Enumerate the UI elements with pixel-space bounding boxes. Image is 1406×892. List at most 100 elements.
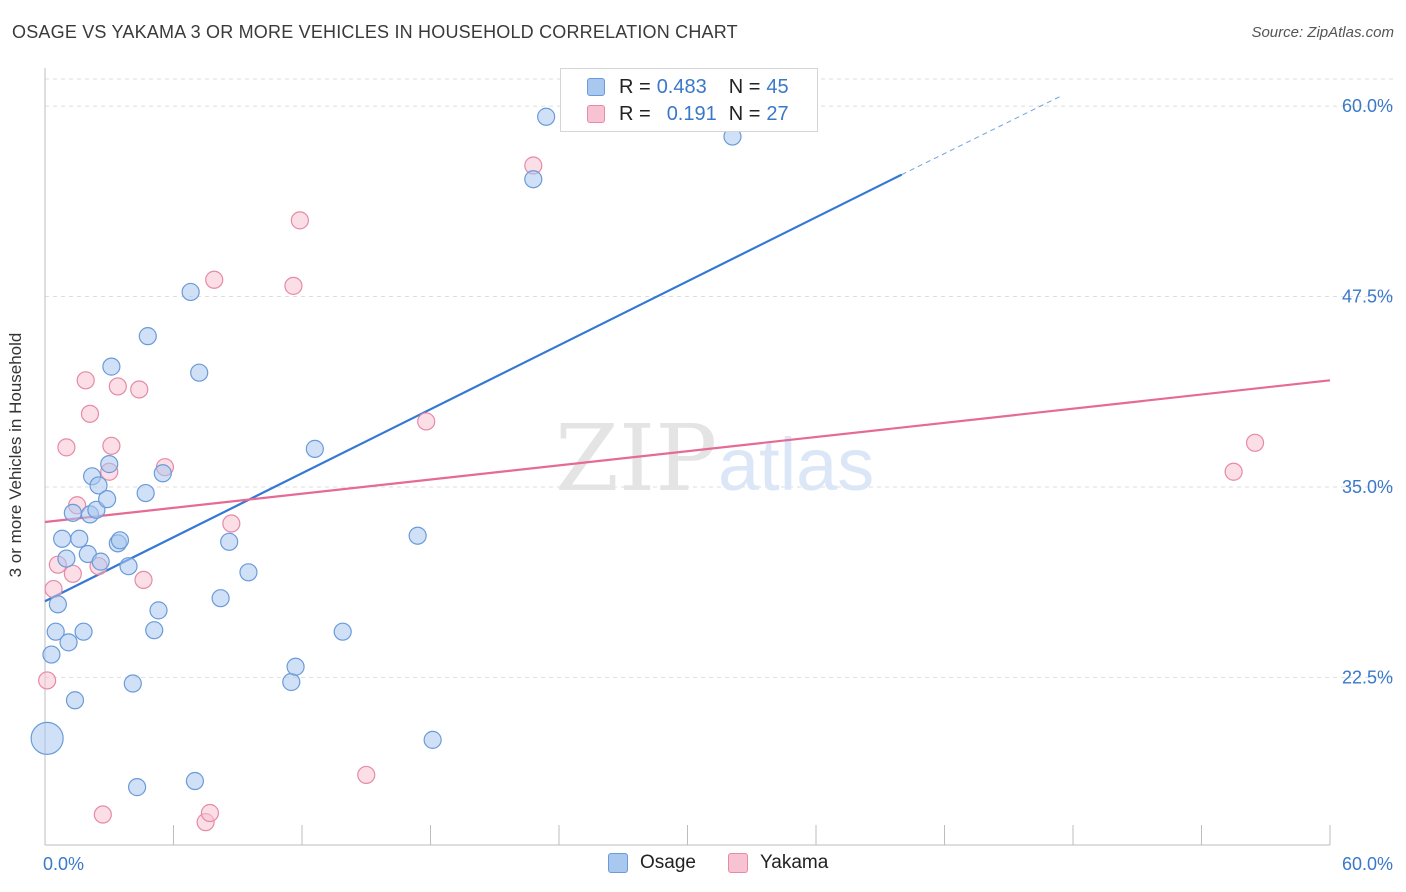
- trendlines: [44, 94, 1331, 603]
- osage-point: [89, 476, 108, 495]
- source-label: Source: ZipAtlas.com: [1251, 24, 1394, 41]
- osage-point: [282, 672, 301, 692]
- yakama-point: [76, 371, 95, 390]
- osage-point: [123, 674, 142, 693]
- osage-point: [181, 282, 200, 302]
- legend-item-osage[interactable]: Osage: [608, 852, 696, 874]
- watermark: ZIP atlas: [555, 405, 874, 512]
- n-value-yakama: 27: [766, 102, 789, 125]
- watermark-atlas: atlas: [718, 423, 874, 506]
- x-tick-label-min: 0.0%: [43, 854, 84, 874]
- yakama-point: [1245, 433, 1265, 452]
- osage-point: [239, 563, 258, 582]
- yakama-point: [57, 438, 76, 457]
- osage-point: [30, 721, 64, 755]
- legend-row-osage: R = 0.483 N = 45: [587, 75, 789, 99]
- legend-row-yakama: R = 0.191 N = 27: [587, 102, 789, 126]
- x-tick-label-max: 60.0%: [1342, 854, 1393, 874]
- yakama-point: [80, 404, 100, 423]
- y-tick-label: 47.5%: [1342, 287, 1393, 307]
- osage-point: [138, 327, 157, 346]
- r-value-yakama: 0.191: [666, 102, 717, 125]
- osage-point: [185, 771, 205, 791]
- osage-point: [211, 589, 230, 608]
- osage-point: [98, 490, 117, 509]
- yakama-swatch: [587, 105, 605, 123]
- yakama-point: [44, 579, 63, 599]
- legend-label-yakama: Yakama: [760, 852, 829, 873]
- osage-point: [220, 532, 239, 551]
- axes: [44, 68, 1331, 846]
- osage-swatch: [608, 853, 628, 873]
- osage-points: [30, 107, 742, 797]
- osage-point: [74, 622, 93, 641]
- osage-point: [286, 657, 305, 676]
- legend-label-osage: Osage: [640, 852, 696, 873]
- osage-point: [70, 529, 89, 548]
- osage-point: [48, 595, 67, 614]
- trendline-osage: [44, 173, 903, 603]
- osage-point: [42, 645, 61, 664]
- yakama-point: [93, 805, 112, 824]
- trendline-yakama: [44, 379, 1331, 524]
- yakama-point: [1224, 462, 1243, 481]
- yakama-point: [38, 671, 57, 690]
- yakama-point: [134, 570, 153, 590]
- series-legend: Osage Yakama: [0, 852, 1406, 878]
- osage-point: [63, 503, 82, 522]
- yakama-point: [200, 803, 220, 823]
- yakama-point: [102, 436, 121, 455]
- osage-point: [91, 552, 110, 571]
- r-value-osage: 0.483: [656, 75, 707, 98]
- osage-point: [127, 778, 147, 797]
- osage-swatch: [587, 78, 605, 96]
- y-tick-label: 35.0%: [1342, 477, 1393, 497]
- correlation-legend: R = 0.483 N = 45 R = 0.191 N = 27: [560, 68, 818, 132]
- osage-point: [333, 622, 352, 641]
- osage-point: [100, 455, 119, 474]
- yakama-point: [357, 765, 376, 785]
- tick-labels: 22.5% 35.0% 47.5% 60.0% 0.0% 60.0%: [43, 96, 1393, 874]
- trendline-extension-osage: [901, 94, 1063, 176]
- osage-point: [46, 622, 65, 641]
- yakama-point: [205, 270, 224, 289]
- n-label: N =: [728, 102, 761, 125]
- osage-point: [110, 531, 130, 550]
- osage-point: [153, 464, 172, 483]
- watermark-zip: ZIP: [555, 405, 717, 512]
- yakama-point: [108, 377, 127, 396]
- yakama-point: [222, 514, 241, 533]
- osage-point: [537, 107, 556, 126]
- yakama-point: [417, 412, 436, 431]
- osage-point: [59, 633, 78, 652]
- r-label: R =: [619, 102, 651, 125]
- osage-point: [65, 691, 85, 710]
- gridlines: [45, 78, 1395, 678]
- osage-point: [149, 601, 168, 620]
- chart-title: OSAGE VS YAKAMA 3 OR MORE VEHICLES IN HO…: [12, 22, 738, 42]
- osage-point: [119, 557, 138, 576]
- osage-point: [305, 439, 324, 458]
- legend-item-yakama[interactable]: Yakama: [728, 852, 828, 874]
- osage-point: [87, 500, 106, 519]
- osage-point: [102, 357, 121, 376]
- osage-point: [136, 483, 155, 503]
- yakama-point: [130, 380, 149, 399]
- osage-point: [423, 730, 442, 749]
- y-tick-label: 60.0%: [1342, 96, 1393, 116]
- osage-point: [53, 529, 72, 548]
- osage-point: [524, 170, 543, 189]
- osage-point: [145, 621, 164, 640]
- osage-point: [57, 549, 76, 568]
- yakama-point: [63, 564, 82, 583]
- yakama-point: [284, 276, 303, 295]
- yakama-swatch: [728, 853, 748, 873]
- yakama-point: [290, 211, 309, 230]
- osage-point: [408, 526, 427, 545]
- n-label: N =: [728, 75, 761, 98]
- y-tick-label: 22.5%: [1342, 667, 1393, 687]
- r-label: R =: [619, 75, 651, 98]
- n-value-osage: 45: [766, 75, 789, 98]
- osage-point: [190, 363, 209, 382]
